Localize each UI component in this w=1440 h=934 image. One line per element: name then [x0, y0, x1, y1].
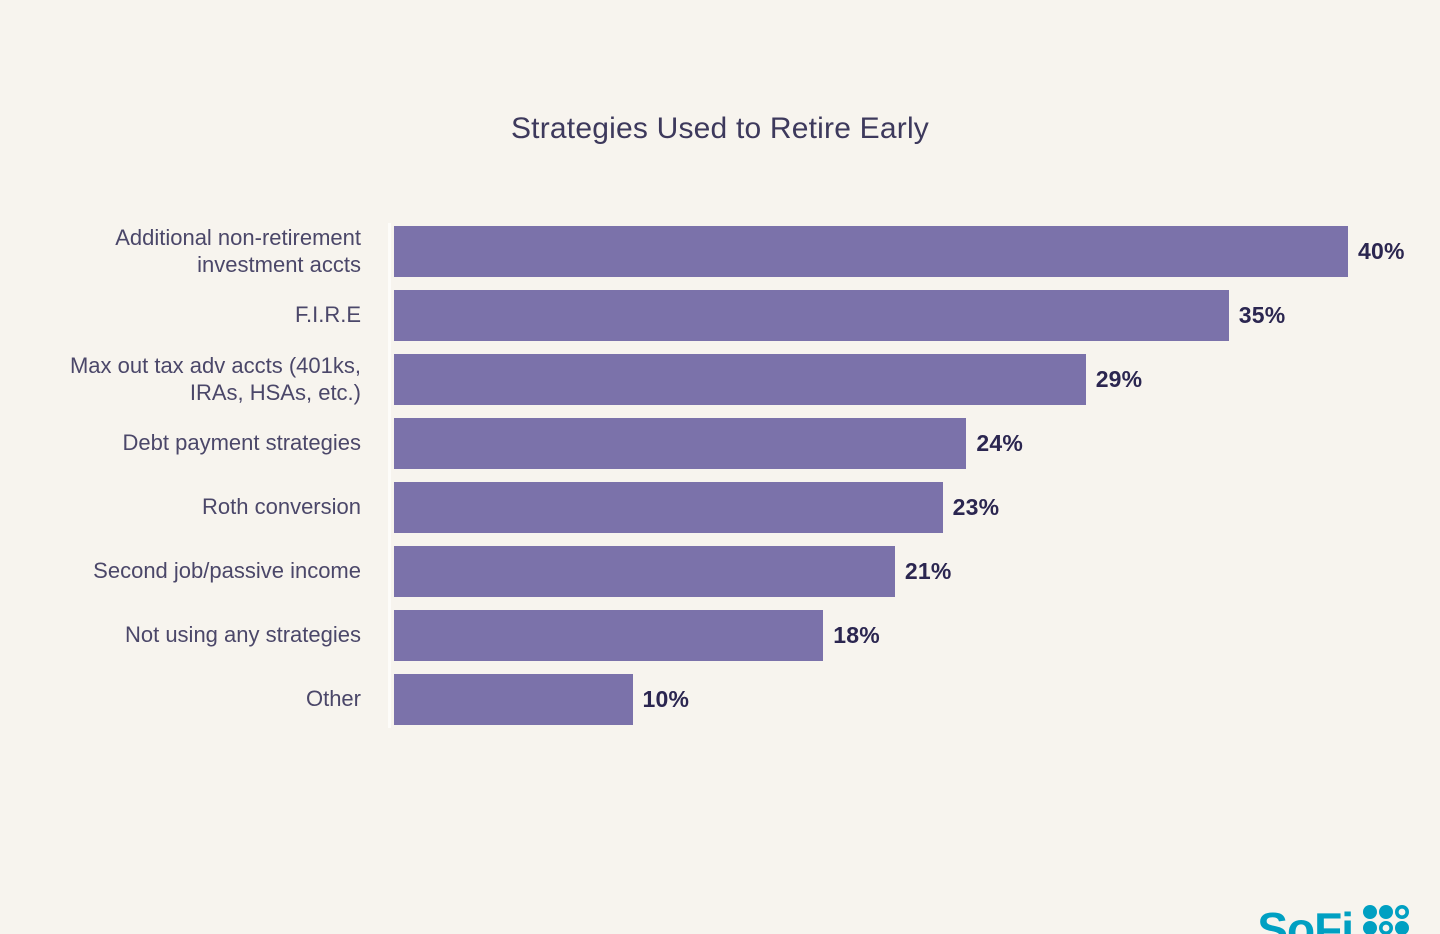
bar-row: Additional non-retirement investment acc…	[0, 224, 1440, 277]
category-label: Roth conversion	[202, 494, 361, 520]
value-label: 24%	[976, 430, 1024, 456]
value-label: 29%	[1095, 366, 1143, 392]
category-label: Max out tax adv accts (401ks, IRAs, HSAs…	[69, 352, 361, 405]
category-label: Not using any strategies	[124, 622, 361, 648]
value-label: 21%	[904, 558, 952, 584]
bar	[394, 290, 1229, 341]
bar-row: Roth conversion 23%	[0, 482, 1440, 533]
bar-area: 24%	[375, 418, 1440, 469]
value-label: 40%	[1358, 238, 1405, 264]
bar	[394, 418, 967, 469]
value-label: 23%	[952, 494, 1000, 520]
bar-area: 29%	[375, 354, 1440, 405]
value-label: 18%	[833, 622, 880, 648]
sofi-wordmark: SoFi	[1257, 903, 1354, 934]
bar	[394, 610, 824, 661]
bar-row: Max out tax adv accts (401ks, IRAs, HSAs…	[0, 352, 1440, 405]
bar-row: Debt payment strategies 24%	[0, 418, 1440, 469]
bar-row: Second job/passive income 21%	[0, 546, 1440, 597]
bar-area: 18%	[375, 610, 1440, 661]
bar-area: 40%	[375, 226, 1440, 277]
category-label: Second job/passive income	[93, 558, 361, 584]
category-label: Debt payment strategies	[122, 430, 361, 456]
value-label: 35%	[1238, 302, 1286, 328]
sofi-dot-grid-icon	[1363, 905, 1409, 934]
value-label: 10%	[642, 686, 690, 712]
category-label: Additional non-retirement investment acc…	[115, 224, 361, 277]
bar	[394, 546, 895, 597]
sofi-logo: SoFi	[1257, 904, 1412, 934]
bar	[394, 674, 633, 725]
chart-title: Strategies Used to Retire Early	[510, 112, 930, 145]
bar-area: 10%	[375, 674, 1440, 725]
bar	[394, 354, 1086, 405]
bar-area: 21%	[375, 546, 1440, 597]
bar	[394, 226, 1348, 277]
bar-row: F.I.R.E 35%	[0, 290, 1440, 341]
bar	[394, 482, 943, 533]
category-label: Other	[305, 686, 361, 712]
bar-area: 23%	[375, 482, 1440, 533]
bar-row: Not using any strategies 18%	[0, 610, 1440, 661]
bar-chart: Additional non-retirement investment acc…	[0, 223, 1440, 728]
bar-row: Other 10%	[0, 674, 1440, 725]
bar-area: 35%	[375, 290, 1440, 341]
category-label: F.I.R.E	[294, 302, 361, 328]
infographic-page: Strategies Used to Retire Early Addition…	[0, 112, 1440, 934]
